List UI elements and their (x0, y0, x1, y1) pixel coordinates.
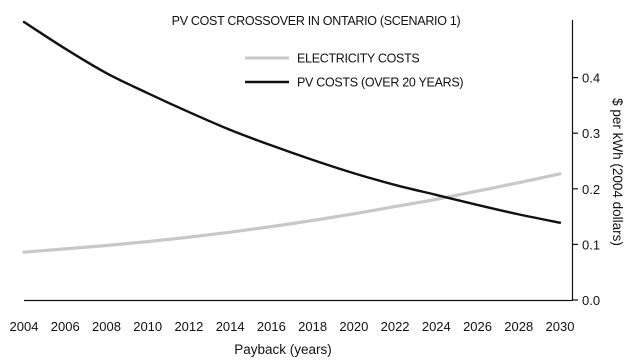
x-tick-label: 2006 (51, 319, 80, 334)
x-tick-label: 2010 (133, 319, 162, 334)
pv-costs-line (22, 20, 562, 224)
legend-label: ELECTRICITY COSTS (297, 52, 419, 66)
chart-legend: ELECTRICITY COSTS PV COSTS (OVER 20 YEARS… (245, 52, 464, 90)
y-tick-label: 0.3 (582, 126, 600, 141)
x-tick-label: 2014 (216, 319, 245, 334)
x-tick-label: 2012 (174, 319, 203, 334)
y-tick-label: 0.1 (582, 237, 600, 252)
y-axis-label: $ per kWh (2004 dollars) (610, 98, 625, 246)
y-tick-label: 0.2 (582, 182, 600, 197)
x-tick-label: 2024 (422, 319, 451, 334)
x-axis-label: Payback (years) (234, 342, 332, 357)
x-tick-label: 2030 (546, 319, 575, 334)
x-tick-label: 2022 (381, 319, 410, 334)
y-axis-ticks: 0.0 0.1 0.2 0.3 0.4 (572, 71, 600, 308)
legend-label: PV COSTS (OVER 20 YEARS) (297, 76, 463, 90)
x-tick-label: 2018 (298, 319, 327, 334)
x-tick-label: 2028 (504, 319, 533, 334)
x-tick-label: 2004 (10, 319, 39, 334)
x-tick-label: 2026 (463, 319, 492, 334)
y-tick-label: 0.4 (582, 71, 600, 86)
x-axis-ticks: 2004 2006 2008 2010 2012 2014 2016 2018 2020 2022… (10, 319, 575, 334)
series-layer (22, 20, 562, 254)
electricity-costs-line (22, 172, 562, 254)
x-tick-label: 2020 (339, 319, 368, 334)
chart-title: PV COST CROSSOVER IN ONTARIO (SCENARIO 1… (172, 14, 461, 28)
x-tick-label: 2016 (257, 319, 286, 334)
y-tick-label: 0.0 (582, 293, 600, 308)
x-tick-label: 2008 (92, 319, 121, 334)
